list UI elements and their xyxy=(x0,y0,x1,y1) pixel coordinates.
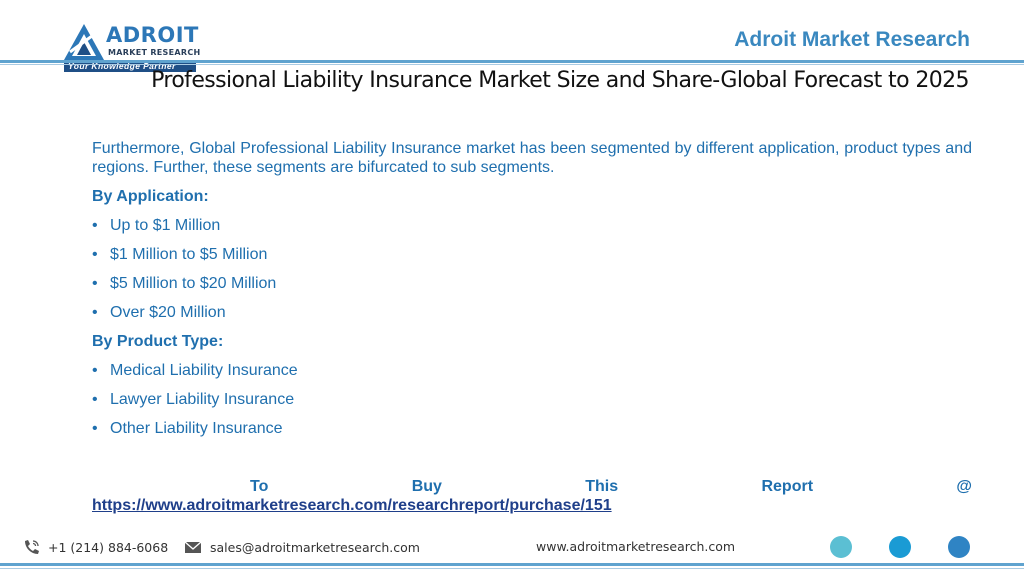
purchase-link[interactable]: https://www.adroitmarketresearch.com/res… xyxy=(92,497,612,514)
footer-email: sales@adroitmarketresearch.com xyxy=(184,539,420,555)
list-item: $1 Million to $5 Million xyxy=(92,245,972,264)
list-item: $5 Million to $20 Million xyxy=(92,274,972,293)
header-divider xyxy=(0,60,1024,63)
footer-website: www.adroitmarketresearch.com xyxy=(536,539,735,554)
logo-subtitle: MARKET RESEARCH xyxy=(108,48,201,57)
list-item: Up to $1 Million xyxy=(92,216,972,235)
main-content: Furthermore, Global Professional Liabili… xyxy=(92,139,972,438)
phone-icon xyxy=(25,540,39,554)
social-dot-icon[interactable] xyxy=(948,536,970,558)
section-heading-application: By Application: xyxy=(92,188,209,205)
footer-divider-thin xyxy=(0,568,1024,569)
buy-word: @ xyxy=(956,478,972,495)
phone-number: +1 (214) 884-6068 xyxy=(48,539,169,555)
header-divider-thin xyxy=(0,64,1024,65)
buy-report-block: To Buy This Report @ https://www.adroitm… xyxy=(92,477,972,515)
product-type-list: Medical Liability Insurance Lawyer Liabi… xyxy=(92,361,972,438)
social-dot-icon[interactable] xyxy=(830,536,852,558)
logo-triangle-icon xyxy=(64,24,104,60)
list-item: Medical Liability Insurance xyxy=(92,361,972,380)
company-logo: ADROIT MARKET RESEARCH Your Knowledge Pa… xyxy=(62,22,202,74)
footer: +1 (214) 884-6068 sales@adroitmarketrese… xyxy=(0,536,1024,560)
social-dot-icon[interactable] xyxy=(889,536,911,558)
logo-tagline: Your Knowledge Partner xyxy=(64,60,196,72)
buy-word: Report xyxy=(761,478,814,495)
buy-word: This xyxy=(585,478,619,495)
mail-icon xyxy=(184,541,202,553)
list-item: Other Liability Insurance xyxy=(92,419,972,438)
logo-word: ADROIT xyxy=(106,23,199,47)
footer-phone: +1 (214) 884-6068 xyxy=(22,539,168,555)
buy-report-text: To Buy This Report @ xyxy=(92,477,972,496)
buy-word: Buy xyxy=(411,478,442,495)
page-title: Professional Liability Insurance Market … xyxy=(151,68,969,93)
footer-divider xyxy=(0,563,1024,566)
application-list: Up to $1 Million $1 Million to $5 Millio… xyxy=(92,216,972,322)
list-item: Over $20 Million xyxy=(92,303,972,322)
intro-paragraph: Furthermore, Global Professional Liabili… xyxy=(92,140,972,176)
email-address[interactable]: sales@adroitmarketresearch.com xyxy=(210,539,420,555)
buy-word: To xyxy=(250,478,269,495)
brand-name: Adroit Market Research xyxy=(734,28,970,51)
section-heading-product-type: By Product Type: xyxy=(92,333,224,350)
list-item: Lawyer Liability Insurance xyxy=(92,390,972,409)
website-url[interactable]: www.adroitmarketresearch.com xyxy=(536,539,736,554)
